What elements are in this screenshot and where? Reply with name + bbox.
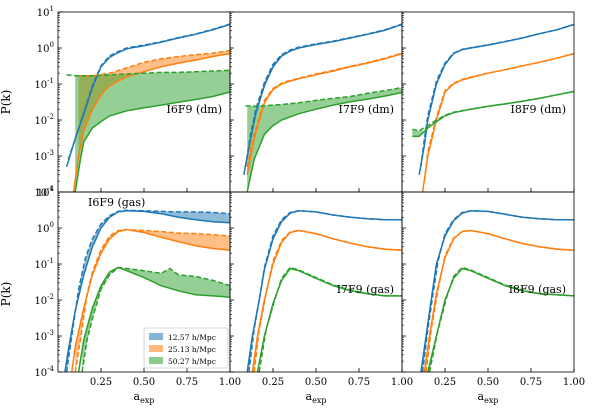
series-dashed-line — [81, 266, 230, 372]
series-solid-line — [246, 91, 402, 192]
x-tick-label: 0.25 — [262, 377, 284, 388]
x-tick-label: 0.50 — [477, 377, 499, 388]
series-solid-line — [72, 52, 230, 192]
panel-1: 101 100 10-1 10-2 10-3 10-4 I6F9 (dm) — [34, 5, 231, 199]
series-dashed-line — [246, 52, 402, 167]
series-solid-line — [74, 91, 230, 192]
series-dashed-line — [245, 86, 402, 108]
panel-label: I6F9 (gas) — [88, 196, 145, 209]
series-dashed-line — [74, 228, 230, 372]
y-tick-label: 100 — [37, 41, 54, 55]
x-tick-label: 0.75 — [176, 377, 198, 388]
series-dashed-line — [412, 90, 574, 132]
y-tick-label: 10-1 — [34, 77, 54, 91]
x-axis-label: aexp — [478, 390, 499, 405]
series-dashed-line — [244, 23, 402, 167]
legend-box — [143, 327, 229, 369]
panel-label: I8F9 (gas) — [509, 283, 566, 296]
x-tick-label: 0.75 — [348, 377, 370, 388]
series-dashed-line — [428, 266, 574, 372]
x-tick-label: 1.00 — [219, 377, 241, 388]
panel-plot-area — [65, 23, 230, 192]
y-tick-label: 10-2 — [34, 293, 54, 307]
y-tick-label: 10-1 — [34, 257, 54, 271]
series-dashed-line — [65, 209, 230, 372]
panel-label: I7F9 (dm) — [338, 103, 394, 116]
legend-label: 25.13 h/Mpc — [168, 345, 216, 354]
x-axis-label: aexp — [134, 390, 155, 405]
panel-plot-area — [64, 209, 230, 372]
series-dashed-line — [253, 229, 402, 372]
band-25-13-h-Mpc — [75, 229, 230, 372]
y-tick-label: 10-3 — [34, 329, 54, 343]
panel-label: I8F9 (dm) — [510, 103, 566, 116]
band-50-27-h-Mpc — [75, 70, 230, 192]
panel-plot-area — [412, 23, 574, 192]
legend: 12.57 h/Mpc 25.13 h/Mpc 50.27 h/Mpc — [143, 327, 229, 369]
panel-plot-area — [420, 210, 574, 372]
panel-6: 0.25 0.50 0.75 1.00 aexp I8F9 (gas) — [401, 191, 585, 405]
legend-swatch — [149, 357, 163, 364]
x-tick-label: 1.00 — [563, 377, 585, 388]
series-dashed-line — [67, 23, 230, 160]
series-dashed-line — [78, 49, 230, 77]
series-dashed-line — [258, 266, 402, 372]
panel-4: 101 100 10-1 10-2 10-3 10-4 0.25 0.50 0.75 1.00 ae… — [34, 185, 241, 405]
y-tick-label: 100 — [37, 221, 54, 235]
x-tick-label: 0.25 — [434, 377, 456, 388]
x-tick-label: 1.00 — [391, 377, 413, 388]
legend-swatch — [149, 345, 163, 352]
y-tick-label: 101 — [37, 5, 54, 19]
y-tick-label: 10-4 — [34, 185, 54, 199]
panel-plot-area — [243, 23, 402, 192]
x-tick-label: 0.25 — [90, 377, 112, 388]
series-dashed-line — [66, 69, 230, 77]
panel-grid: 101 100 10-1 10-2 10-3 10-4 I6F9 (dm) I7F9 (dm)… — [34, 5, 585, 405]
series-dashed-line — [421, 210, 574, 372]
y-axis-label-top: P(k) — [0, 90, 13, 115]
x-axis-label: aexp — [306, 390, 327, 405]
panel-plot-area — [246, 210, 402, 372]
panel-label: I7F9 (gas) — [337, 283, 394, 296]
legend-swatch — [149, 333, 163, 340]
band-50-27-h-Mpc — [247, 87, 402, 192]
y-tick-label: 10-3 — [34, 149, 54, 163]
series-dashed-line — [423, 52, 574, 182]
x-tick-label: 0.75 — [520, 377, 542, 388]
x-tick-label: 0.50 — [305, 377, 327, 388]
panel-3: I8F9 (dm) — [401, 11, 575, 193]
series-dashed-line — [420, 23, 574, 167]
series-dashed-line — [248, 210, 402, 372]
legend-label: 12.57 h/Mpc — [168, 333, 216, 342]
series-solid-line — [77, 266, 230, 372]
panel-5: 0.25 0.50 0.75 1.00 aexp I7F9 (gas) — [229, 191, 413, 405]
panel-label: I6F9 (dm) — [166, 103, 222, 116]
series-dashed-line — [425, 229, 574, 372]
y-tick-label: 10-4 — [34, 365, 54, 379]
x-tick-label: 0.50 — [133, 377, 155, 388]
y-tick-label: 10-2 — [34, 113, 54, 127]
y-tick-label: 101 — [37, 185, 54, 199]
y-axis-label-bottom: P(k) — [0, 282, 13, 307]
legend-label: 50.27 h/Mpc — [168, 357, 216, 366]
